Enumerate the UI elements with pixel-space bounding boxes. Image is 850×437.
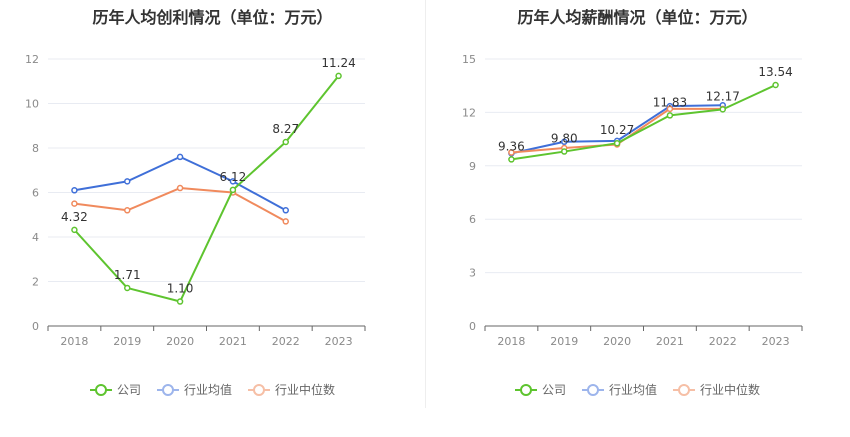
x-tick-label: 2023 (325, 335, 353, 348)
x-tick-label: 2018 (60, 335, 88, 348)
data-point-company (719, 106, 726, 113)
legend-industry-avg-icon (581, 383, 604, 396)
data-point-industry-avg (176, 153, 184, 161)
legend-item-industry-median[interactable]: 行业中位数 (673, 381, 760, 398)
data-label: 12.17 (706, 89, 740, 103)
data-point-company (666, 112, 674, 119)
y-tick-label: 6 (32, 187, 39, 200)
panel-divider (425, 0, 426, 408)
data-label: 11.24 (321, 56, 355, 70)
data-point-company (124, 284, 131, 292)
legend-label: 公司 (116, 383, 141, 397)
data-point-industry-avg (71, 187, 78, 194)
legend-item-industry-avg[interactable]: 行业均值 (581, 381, 657, 398)
data-label: 8.27 (272, 122, 299, 136)
salary-per-employee-chart: 0 3 6 9 12 15 2018 2019 2020 2021 2022 2023 9.36 9.80… (462, 53, 803, 348)
chart-legend: 公司 行业均值 行业中位数 (0, 381, 425, 398)
y-tick-label: 2 (32, 276, 39, 289)
data-point-company (282, 138, 289, 146)
salary-per-employee-panel: 历年人均薪酬情况（单位：万元） 0 3 6 9 12 15 2018 2019 2020 2021… (425, 0, 850, 437)
data-point-industry-median (124, 207, 131, 214)
y-tick-label: 12 (25, 53, 39, 66)
y-tick-label: 10 (25, 98, 39, 111)
legend-item-industry-median[interactable]: 行业中位数 (248, 381, 335, 398)
x-tick-label: 2020 (166, 335, 194, 348)
y-tick-label: 6 (469, 213, 476, 226)
legend-item-company[interactable]: 公司 (89, 381, 141, 398)
profit-per-employee-chart: 0 2 4 6 8 10 12 2018 2019 2020 2021 2022 2023 4.32 1.7… (25, 53, 366, 348)
data-label: 9.80 (551, 132, 578, 146)
data-point-company (335, 72, 342, 80)
legend-item-industry-avg[interactable]: 行业均值 (156, 381, 232, 398)
data-point-company (71, 226, 78, 234)
legend-company-icon (514, 383, 537, 396)
data-label: 9.36 (498, 139, 525, 153)
profit-per-employee-panel: 历年人均创利情况（单位：万元） 0 2 4 6 8 10 12 2018 2019 2020 202… (0, 8, 425, 398)
legend-industry-median-icon (673, 383, 695, 396)
y-tick-label: 0 (32, 320, 39, 333)
chart-legend: 公司 行业均值 行业中位数 (425, 381, 850, 398)
data-label: 1.10 (167, 282, 194, 296)
data-point-company (561, 148, 568, 155)
x-tick-label: 2019 (550, 335, 578, 348)
legend-industry-avg-icon (156, 383, 179, 396)
legend-item-company[interactable]: 公司 (514, 381, 566, 398)
y-tick-label: 0 (469, 320, 476, 333)
data-point-company (613, 139, 621, 147)
series-line-company (511, 84, 777, 161)
legend-label: 公司 (541, 383, 566, 397)
y-tick-label: 12 (462, 106, 476, 119)
x-tick-label: 2022 (272, 335, 300, 348)
data-point-company (772, 81, 779, 89)
chart-title: 历年人均创利情况（单位：万元） (92, 8, 333, 27)
legend-label: 行业均值 (608, 383, 657, 397)
x-tick-label: 2018 (497, 335, 525, 348)
y-tick-label: 15 (462, 53, 476, 66)
x-tick-label: 2021 (219, 335, 247, 348)
x-tick-label: 2020 (603, 335, 631, 348)
legend-company-icon (89, 383, 112, 396)
legend-label: 行业中位数 (275, 383, 336, 397)
data-label: 11.83 (653, 95, 687, 109)
data-point-industry-median (176, 184, 184, 192)
data-label: 1.71 (114, 268, 141, 282)
data-point-industry-avg (229, 178, 237, 185)
series-line-industry-avg (74, 155, 287, 212)
y-tick-label: 8 (32, 142, 39, 155)
data-point-company (508, 156, 515, 163)
data-label: 4.32 (61, 210, 88, 224)
legend-label: 行业均值 (183, 383, 232, 397)
data-point-company (176, 298, 184, 305)
y-tick-label: 4 (32, 231, 39, 244)
data-label: 10.27 (600, 123, 634, 137)
y-tick-label: 9 (469, 160, 476, 173)
data-label: 13.54 (758, 65, 792, 79)
x-tick-label: 2019 (113, 335, 141, 348)
chart-title: 历年人均薪酬情况（单位：万元） (517, 8, 758, 27)
data-label: 6.12 (220, 170, 247, 184)
data-point-industry-median (666, 105, 674, 113)
data-point-industry-avg (124, 178, 131, 185)
data-point-industry-median (508, 149, 515, 156)
x-tick-label: 2023 (762, 335, 790, 348)
data-point-industry-median (282, 218, 289, 225)
data-point-industry-avg (561, 138, 568, 146)
data-point-industry-median (71, 200, 78, 207)
data-point-company (229, 186, 237, 194)
legend-industry-median-icon (248, 383, 270, 396)
x-tick-label: 2022 (709, 335, 737, 348)
legend-label: 行业中位数 (700, 383, 761, 397)
y-tick-label: 3 (469, 267, 476, 280)
data-point-industry-avg (282, 207, 289, 214)
x-tick-label: 2021 (656, 335, 684, 348)
series-line-company (73, 75, 340, 303)
